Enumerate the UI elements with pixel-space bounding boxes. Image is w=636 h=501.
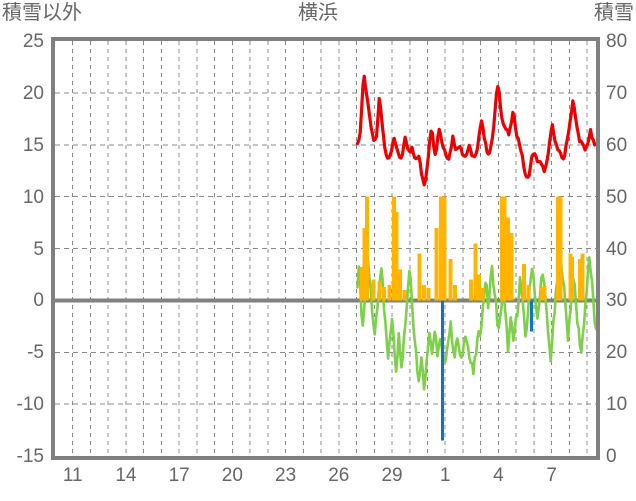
x-axis-tick: 26 (328, 465, 350, 486)
x-axis-tick: 23 (275, 465, 297, 486)
x-axis-tick: 29 (381, 465, 403, 486)
plot-area (51, 37, 600, 460)
x-axis-tick: 20 (221, 465, 243, 486)
left-axis-tick: 25 (22, 31, 44, 52)
page-title: 横浜 (298, 2, 338, 24)
right-axis-tick: 30 (606, 290, 628, 312)
left-axis-tick: -5 (27, 342, 44, 364)
data-series-layer (355, 74, 596, 441)
x-axis-tick: 11 (62, 465, 83, 486)
yellow-precipitation-bars (359, 196, 585, 301)
x-axis-tick: 7 (546, 465, 557, 486)
red-temperature-line (355, 74, 596, 187)
x-axis-tick: 4 (493, 465, 504, 486)
right-axis-tick: 20 (606, 342, 628, 364)
left-axis-tick: -15 (16, 446, 44, 467)
left-axis-tick: 20 (22, 82, 44, 104)
right-axis-tick: 80 (606, 31, 628, 52)
left-axis-unit-label: 積雪以外 (2, 2, 82, 24)
left-axis-tick: 0 (33, 290, 44, 312)
right-axis-tick: 50 (606, 186, 628, 208)
right-axis-tick: 10 (606, 394, 628, 416)
right-axis-tick: 40 (606, 238, 628, 260)
left-axis-tick: 15 (22, 134, 44, 156)
right-axis-tick: 60 (606, 134, 628, 156)
right-axis-tick: 70 (606, 82, 628, 104)
left-axis-tick: -10 (16, 394, 44, 416)
right-axis-unit-label: 積雪 (594, 2, 634, 24)
left-axis-tick: 10 (22, 186, 44, 208)
blue-snow-bars (441, 300, 533, 441)
x-axis-tick: 1 (439, 465, 451, 486)
x-axis-tick: 17 (168, 465, 190, 486)
right-axis-tick: 0 (606, 446, 617, 467)
x-axis-tick: 14 (115, 465, 137, 486)
left-axis-tick: 5 (33, 238, 44, 260)
